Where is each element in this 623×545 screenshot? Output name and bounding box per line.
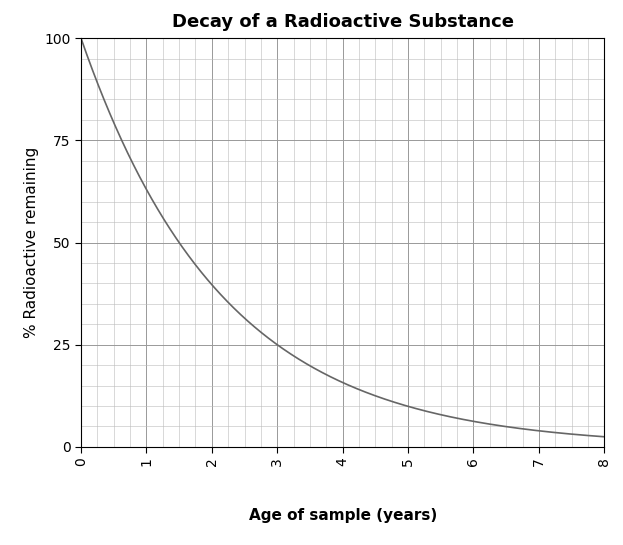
X-axis label: Age of sample (years): Age of sample (years) bbox=[249, 508, 437, 523]
Title: Decay of a Radioactive Substance: Decay of a Radioactive Substance bbox=[172, 13, 513, 31]
Y-axis label: % Radioactive remaining: % Radioactive remaining bbox=[24, 147, 39, 338]
